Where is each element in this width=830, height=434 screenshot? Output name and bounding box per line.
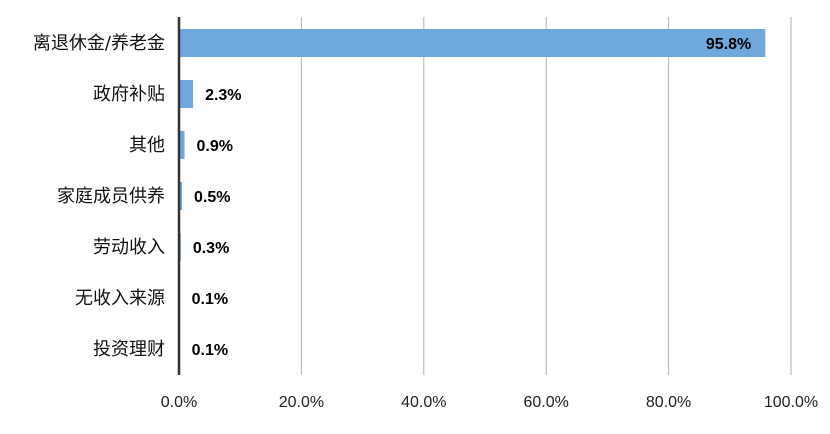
data-label: 0.9%	[197, 138, 233, 155]
data-label: 2.3%	[205, 87, 241, 104]
category-label: 离退休金/养老金	[33, 33, 165, 54]
data-label: 95.8%	[706, 36, 751, 53]
data-label: 0.1%	[192, 291, 228, 308]
data-label: 0.5%	[194, 189, 230, 206]
category-label: 投资理财	[93, 339, 165, 360]
x-tick-label: 80.0%	[646, 394, 691, 411]
category-label: 政府补贴	[93, 84, 165, 105]
x-tick-label: 20.0%	[279, 394, 324, 411]
category-label: 家庭成员供养	[57, 186, 165, 207]
category-label: 无收入来源	[75, 288, 165, 309]
bar	[179, 131, 185, 159]
x-tick-label: 100.0%	[764, 394, 818, 411]
data-label: 0.1%	[192, 342, 228, 359]
category-label: 劳动收入	[93, 237, 165, 258]
bar	[179, 29, 766, 57]
bar	[179, 80, 194, 108]
bar	[179, 182, 183, 210]
category-label: 其他	[129, 135, 165, 156]
x-tick-label: 40.0%	[401, 394, 446, 411]
x-tick-label: 60.0%	[524, 394, 569, 411]
x-tick-label: 0.0%	[161, 394, 197, 411]
data-label: 0.3%	[193, 240, 229, 257]
